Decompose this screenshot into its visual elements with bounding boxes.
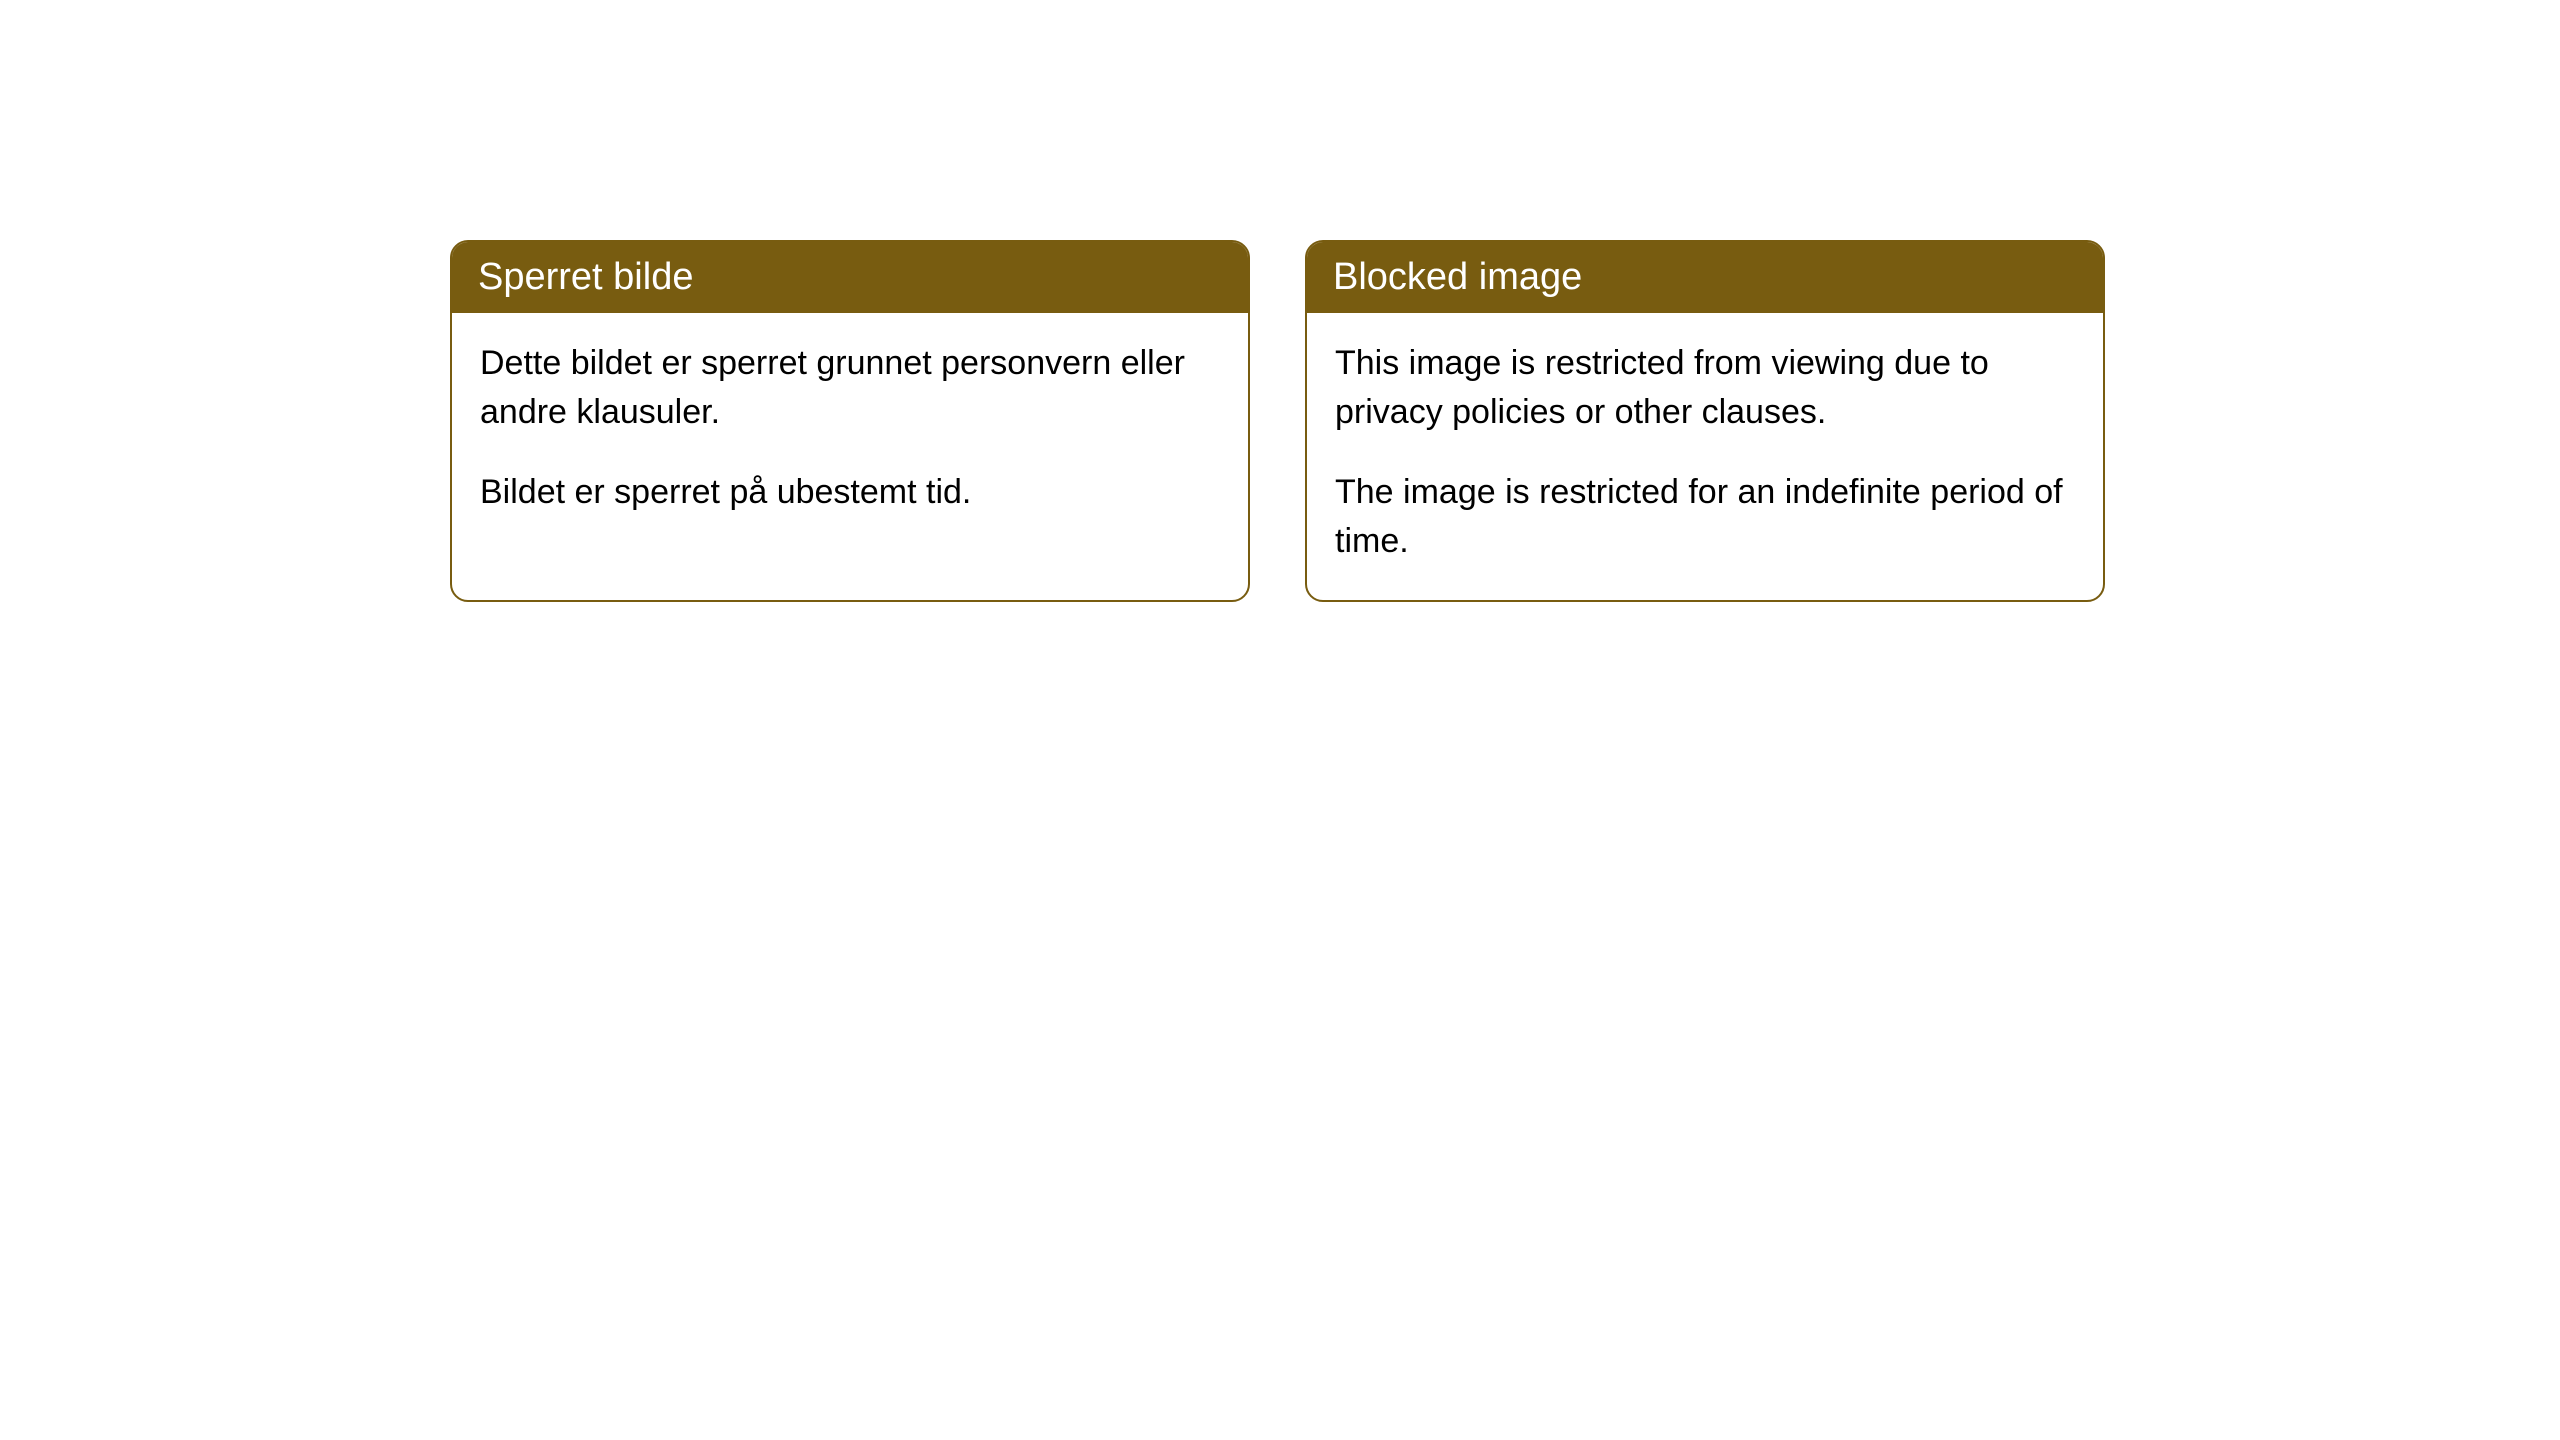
card-paragraph: This image is restricted from viewing du…: [1335, 339, 2075, 438]
card-paragraph: Dette bildet er sperret grunnet personve…: [480, 339, 1220, 438]
notice-card-english: Blocked image This image is restricted f…: [1305, 240, 2105, 602]
card-body: Dette bildet er sperret grunnet personve…: [452, 313, 1248, 551]
notice-card-norwegian: Sperret bilde Dette bildet er sperret gr…: [450, 240, 1250, 602]
card-body: This image is restricted from viewing du…: [1307, 313, 2103, 600]
notice-cards-container: Sperret bilde Dette bildet er sperret gr…: [450, 240, 2105, 602]
card-paragraph: The image is restricted for an indefinit…: [1335, 468, 2075, 567]
card-title: Blocked image: [1307, 242, 2103, 313]
card-paragraph: Bildet er sperret på ubestemt tid.: [480, 468, 1220, 517]
card-title: Sperret bilde: [452, 242, 1248, 313]
